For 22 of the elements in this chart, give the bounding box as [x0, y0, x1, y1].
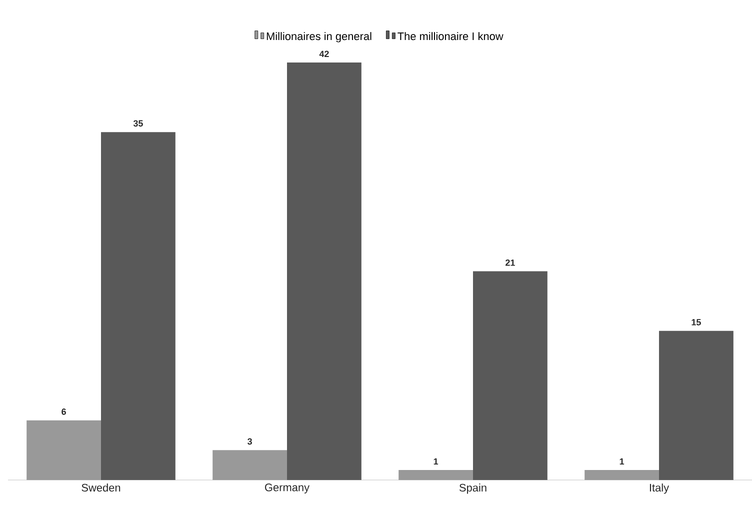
bar [212, 450, 288, 480]
data-label: 15 [692, 319, 701, 326]
bar [101, 132, 176, 480]
legend-label: The millionaire I know [398, 32, 504, 40]
data-label: 42 [319, 50, 329, 57]
x-tick-label: Italy [650, 484, 670, 494]
bar [584, 470, 660, 480]
bar [398, 470, 474, 480]
bar [26, 420, 101, 480]
data-label: 1 [620, 458, 624, 465]
bar [473, 271, 548, 480]
x-tick-label: Sweden [82, 484, 120, 492]
bar [659, 330, 734, 480]
legend-label: Millionaires in general [266, 32, 372, 42]
x-tick-label: Spain [459, 484, 486, 494]
data-label: 35 [133, 120, 143, 127]
data-label: 6 [62, 408, 66, 415]
data-label: 3 [248, 438, 252, 445]
bar [287, 62, 362, 480]
data-label: 21 [506, 259, 515, 266]
x-tick-label: Germany [265, 484, 310, 494]
data-label: 1 [434, 458, 438, 465]
